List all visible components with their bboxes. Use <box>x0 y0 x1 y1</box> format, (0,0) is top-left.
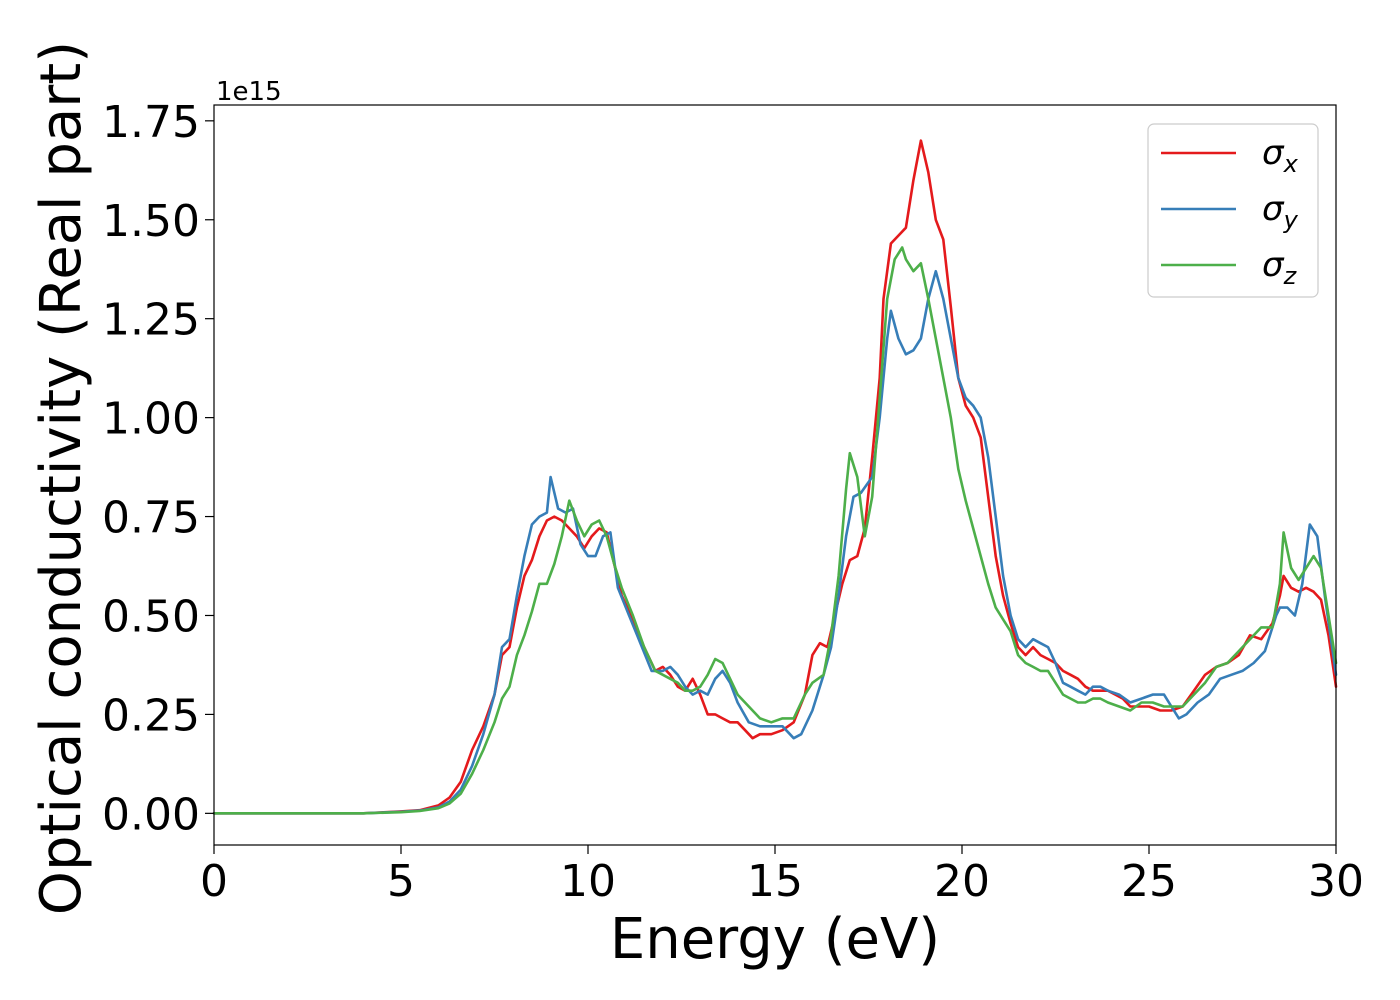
legend-label-subscript: y <box>1283 206 1299 234</box>
x-tick-label: 5 <box>387 856 415 907</box>
y-tick-label: 0.00 <box>102 789 200 840</box>
series-lines <box>212 139 1338 815</box>
series-line-z <box>212 246 1338 815</box>
legend-label-symbol: σ <box>1262 189 1285 229</box>
x-tick-label: 30 <box>1308 856 1364 907</box>
y-tick-label: 0.25 <box>102 690 200 741</box>
x-tick-label: 20 <box>934 856 990 907</box>
y-tick-label: 1.75 <box>102 97 200 148</box>
x-tick-label: 15 <box>747 856 803 907</box>
legend-label-symbol: σ <box>1262 133 1285 173</box>
y-tick-label: 1.50 <box>102 196 200 247</box>
x-axis: 0 5 10 15 20 25 30 <box>200 845 1364 907</box>
y-tick-label: 0.75 <box>102 493 200 544</box>
x-axis-label: Energy (eV) <box>610 907 940 972</box>
legend-label-symbol: σ <box>1262 245 1285 285</box>
legend-label-y: σy <box>1262 189 1299 234</box>
x-tick-label: 0 <box>200 856 228 907</box>
x-tick-label: 10 <box>560 856 616 907</box>
legend-box <box>1147 123 1319 298</box>
x-tick-label: 25 <box>1121 856 1177 907</box>
legend-label-x: σx <box>1262 133 1299 178</box>
legend-label-subscript: x <box>1283 150 1299 178</box>
y-tick-label: 1.25 <box>102 295 200 346</box>
legend-label-subscript: z <box>1283 262 1298 290</box>
legend-label-z: σz <box>1262 245 1298 290</box>
y-axis: 0.00 0.25 0.50 0.75 1.00 1.25 1.50 1.75 <box>102 97 214 840</box>
y-tick-label: 1.00 <box>102 394 200 445</box>
y-offset-label: 1e15 <box>216 77 282 107</box>
y-axis-label: Optical conductivity (Real part) <box>29 41 94 915</box>
y-tick-label: 0.50 <box>102 591 200 642</box>
series-line-x <box>212 139 1338 815</box>
